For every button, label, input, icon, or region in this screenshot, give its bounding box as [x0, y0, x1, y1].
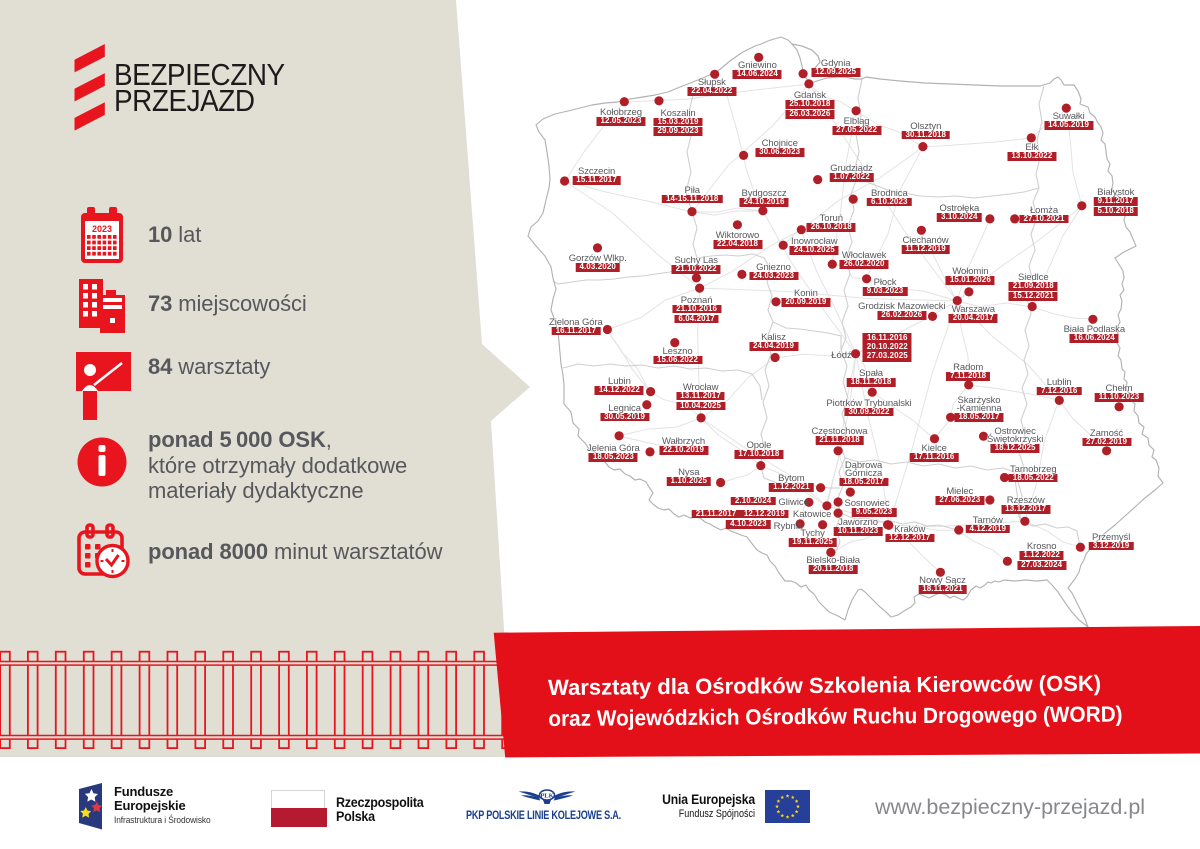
svg-text:PLK: PLK [540, 793, 553, 800]
svg-text:2023: 2023 [92, 224, 112, 234]
